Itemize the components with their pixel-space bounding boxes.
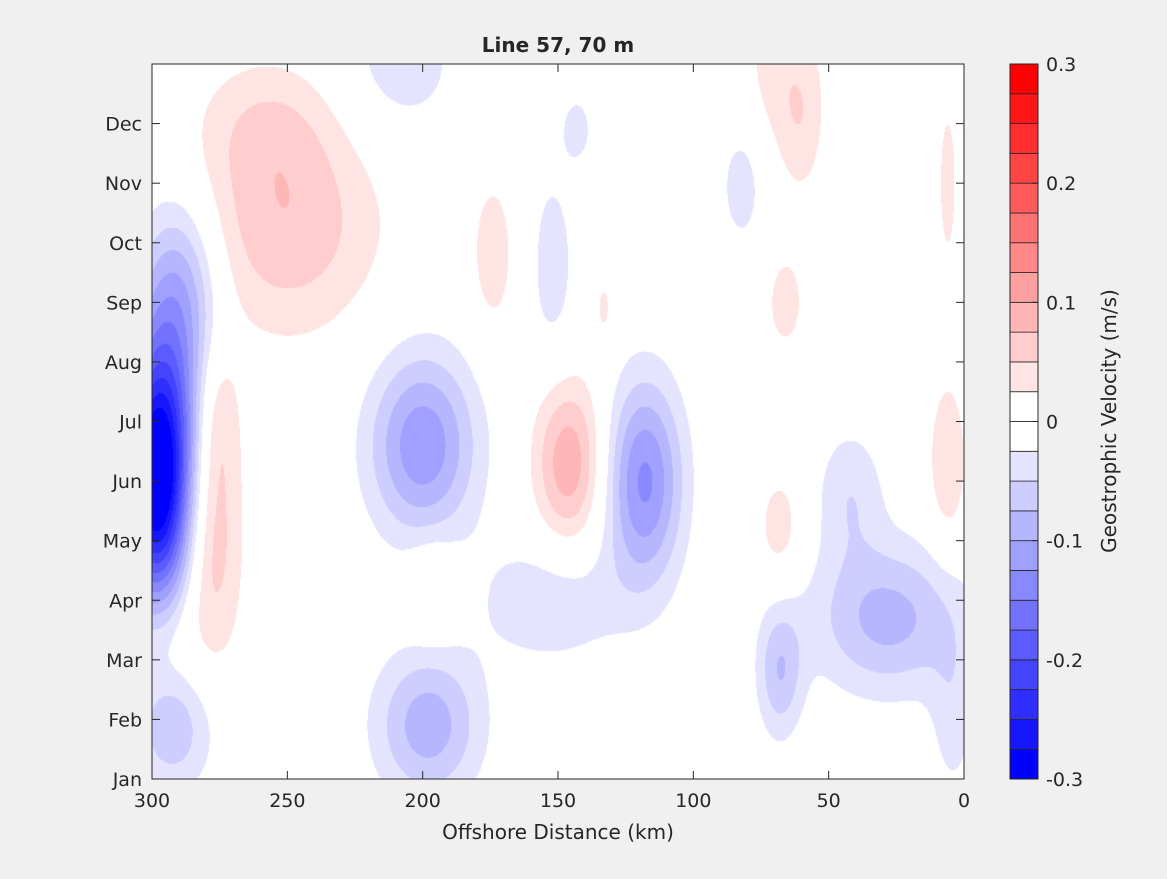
colorbar-tick-label: -0.1 (1046, 531, 1083, 553)
y-tick-label: Feb (108, 709, 142, 731)
colorbar-segment (1009, 331, 1039, 363)
colorbar-segment (1009, 629, 1039, 661)
x-tick-label: 200 (405, 790, 441, 812)
colorbar-segment (1009, 510, 1039, 542)
y-axis: Jan Feb Mar Apr May Jun Jul Aug Sep Oct Nov Dec (103, 114, 964, 791)
colorbar-tick-label: 0.3 (1046, 54, 1076, 76)
colorbar-segment (1009, 182, 1039, 214)
colorbar-tick-label: 0 (1046, 412, 1058, 434)
colorbar-segment (1009, 450, 1039, 482)
y-tick-label: Jul (118, 412, 142, 434)
colorbar-tick-label: -0.2 (1046, 650, 1083, 672)
colorbar-segment (1009, 570, 1039, 601)
colorbar-tick-label: 0.1 (1046, 292, 1076, 314)
x-tick-label: 100 (675, 790, 711, 812)
colorbar-segment (1009, 272, 1039, 303)
colorbar-segment (1009, 63, 1039, 95)
colorbar: -0.3 -0.2 -0.1 0 0.1 0.2 0.3 (1009, 54, 1083, 791)
y-tick-label: Nov (105, 173, 142, 195)
colorbar-segment (1009, 361, 1039, 393)
colorbar-segment (1009, 301, 1039, 333)
x-tick-label: 0 (958, 790, 970, 812)
colorbar-segment (1009, 540, 1039, 571)
colorbar-segment (1009, 421, 1039, 452)
y-tick-label: Aug (105, 352, 142, 374)
x-axis: 300 250 200 150 100 50 0 (134, 64, 970, 812)
y-tick-label: Dec (105, 114, 142, 136)
colorbar-label: Geostrophic Velocity (m/s) (1097, 289, 1121, 553)
y-tick-label: Sep (106, 292, 142, 314)
colorbar-segment (1009, 123, 1039, 154)
colorbar-segment (1009, 748, 1039, 780)
x-tick-label: 250 (269, 790, 305, 812)
colorbar-segment (1009, 480, 1039, 512)
y-tick-label: Mar (106, 650, 142, 672)
colorbar-segment (1009, 93, 1039, 124)
colorbar-tick-label: -0.3 (1046, 769, 1083, 791)
x-tick-label: 150 (540, 790, 576, 812)
x-tick-label: 300 (134, 790, 170, 812)
x-axis-label: Offshore Distance (km) (442, 820, 674, 844)
y-tick-label: Apr (109, 590, 142, 612)
colorbar-tick-label: 0.2 (1046, 173, 1076, 195)
colorbar-segment (1009, 599, 1039, 631)
colorbar-segment (1009, 391, 1039, 422)
colorbar-segment (1009, 152, 1039, 184)
y-tick-label: Jun (111, 471, 142, 493)
y-tick-label: Oct (109, 233, 142, 255)
contour-field (152, 64, 964, 779)
chart-title: Line 57, 70 m (482, 33, 634, 57)
y-tick-label: Jan (112, 769, 142, 791)
colorbar-segment (1009, 659, 1039, 691)
y-tick-label: May (103, 531, 142, 553)
colorbar-segment (1009, 212, 1039, 244)
colorbar-segment (1009, 242, 1039, 273)
colorbar-segment (1009, 719, 1039, 750)
x-tick-label: 50 (817, 790, 841, 812)
colorbar-segment (1009, 689, 1039, 720)
plot-area (151, 63, 965, 780)
